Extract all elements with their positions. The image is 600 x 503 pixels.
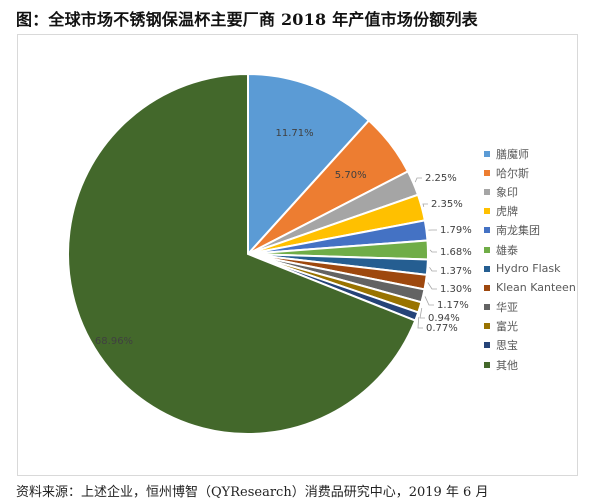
slice-label: 2.25% (425, 173, 457, 184)
slice-label: 1.30% (440, 284, 472, 295)
legend-swatch-icon (484, 208, 490, 215)
slice-label: 2.35% (431, 199, 463, 210)
chart-legend: 膳魔师 哈尔斯 象印 虎牌 南龙集团 雄泰 Hydro Flask Klean … (484, 144, 576, 374)
legend-swatch-icon (484, 150, 490, 157)
leader-line (427, 282, 437, 290)
legend-swatch-icon (484, 342, 490, 349)
slice-label: 5.70% (335, 170, 367, 181)
legend-item: 思宝 (484, 336, 576, 355)
pie-slice (247, 72, 371, 257)
legend-label: 富光 (496, 320, 518, 334)
legend-label: 南龙集团 (496, 224, 540, 238)
legend-swatch-icon (484, 284, 490, 291)
legend-label: 哈尔斯 (496, 166, 529, 180)
legend-item: Hydro Flask (484, 259, 576, 278)
leader-line (422, 203, 428, 208)
legend-item: 虎牌 (484, 202, 576, 221)
leader-line (417, 317, 423, 329)
legend-item: 华亚 (484, 298, 576, 317)
legend-swatch-icon (484, 323, 490, 330)
legend-label: 华亚 (496, 301, 518, 315)
legend-label: Klean Kanteen (496, 281, 576, 295)
slice-label: 1.17% (437, 300, 469, 311)
pie-labels: 11.71% 5.70% 2.25% 2.35% 1.79% 1.68% 1.37% 1.30… (95, 128, 472, 347)
slice-label: 0.94% (428, 313, 460, 324)
pie-slice (67, 72, 417, 435)
leader-line (414, 177, 422, 183)
legend-swatch-icon (484, 188, 490, 195)
legend-item: 雄泰 (484, 240, 576, 259)
legend-label: 雄泰 (496, 243, 518, 257)
legend-label: 虎牌 (496, 205, 518, 219)
legend-label: 其他 (496, 358, 518, 372)
legend-label: 思宝 (496, 339, 518, 353)
leader-line (419, 307, 425, 319)
legend-label: Hydro Flask (496, 262, 561, 276)
slice-label: 1.37% (440, 266, 472, 277)
legend-swatch-icon (484, 265, 490, 272)
slice-label: 68.96% (95, 336, 133, 347)
legend-item: 南龙集团 (484, 221, 576, 240)
slice-label: 11.71% (276, 128, 314, 139)
legend-label: 象印 (496, 185, 518, 199)
legend-item: 哈尔斯 (484, 163, 576, 182)
source-note: 资料来源：上述企业，恒州博智（QYResearch）消费品研究中心，2019 年… (16, 485, 489, 500)
pie-slices (67, 72, 430, 435)
legend-label: 膳魔师 (496, 147, 529, 161)
leader-line (429, 267, 437, 272)
leader-line (424, 296, 434, 306)
slice-label: 1.79% (440, 225, 472, 236)
legend-item: Klean Kanteen (484, 278, 576, 297)
legend-swatch-icon (484, 361, 490, 368)
slice-label: 0.77% (426, 323, 458, 334)
slice-label: 1.68% (440, 247, 472, 258)
legend-item: 象印 (484, 182, 576, 201)
legend-item: 富光 (484, 317, 576, 336)
chart-title: 图：全球市场不锈钢保温杯主要厂商 2018 年产值市场份额列表 (16, 10, 478, 29)
legend-swatch-icon (484, 304, 490, 311)
legend-item: 膳魔师 (484, 144, 576, 163)
legend-swatch-icon (484, 169, 490, 176)
leader-line (429, 249, 437, 253)
legend-swatch-icon (484, 246, 490, 253)
legend-item: 其他 (484, 355, 576, 374)
legend-swatch-icon (484, 227, 490, 234)
